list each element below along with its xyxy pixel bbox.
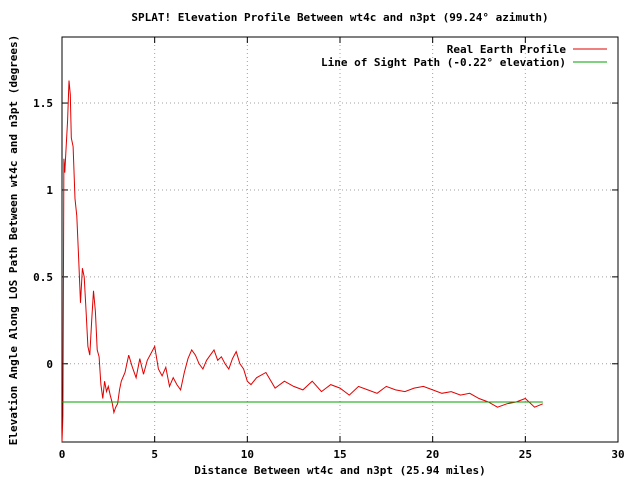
legend-label: Real Earth Profile bbox=[447, 43, 567, 56]
x-tick-label: 0 bbox=[59, 448, 66, 461]
x-tick-label: 25 bbox=[519, 448, 532, 461]
y-tick-label: 1.5 bbox=[33, 97, 53, 110]
y-axis-label: Elevation Angle Along LOS Path Between w… bbox=[7, 35, 20, 446]
y-tick-label: 0 bbox=[46, 358, 53, 371]
legend-label: Line of Sight Path (-0.22° elevation) bbox=[321, 56, 566, 69]
axis-ticks: 0 5 10 15 20 25 30 0 0.5 1 1.5 bbox=[33, 37, 625, 461]
series-lines bbox=[61, 80, 543, 443]
x-tick-label: 30 bbox=[611, 448, 624, 461]
x-axis-label: Distance Between wt4c and n3pt (25.94 mi… bbox=[194, 464, 485, 477]
x-tick-label: 5 bbox=[151, 448, 158, 461]
chart-title: SPLAT! Elevation Profile Between wt4c an… bbox=[131, 11, 548, 24]
real-earth-profile-line bbox=[61, 80, 543, 443]
y-tick-label: 1 bbox=[46, 184, 53, 197]
x-tick-label: 20 bbox=[426, 448, 439, 461]
x-tick-label: 15 bbox=[333, 448, 346, 461]
x-tick-label: 10 bbox=[241, 448, 254, 461]
grid-lines bbox=[62, 37, 618, 442]
y-tick-label: 0.5 bbox=[33, 271, 53, 284]
